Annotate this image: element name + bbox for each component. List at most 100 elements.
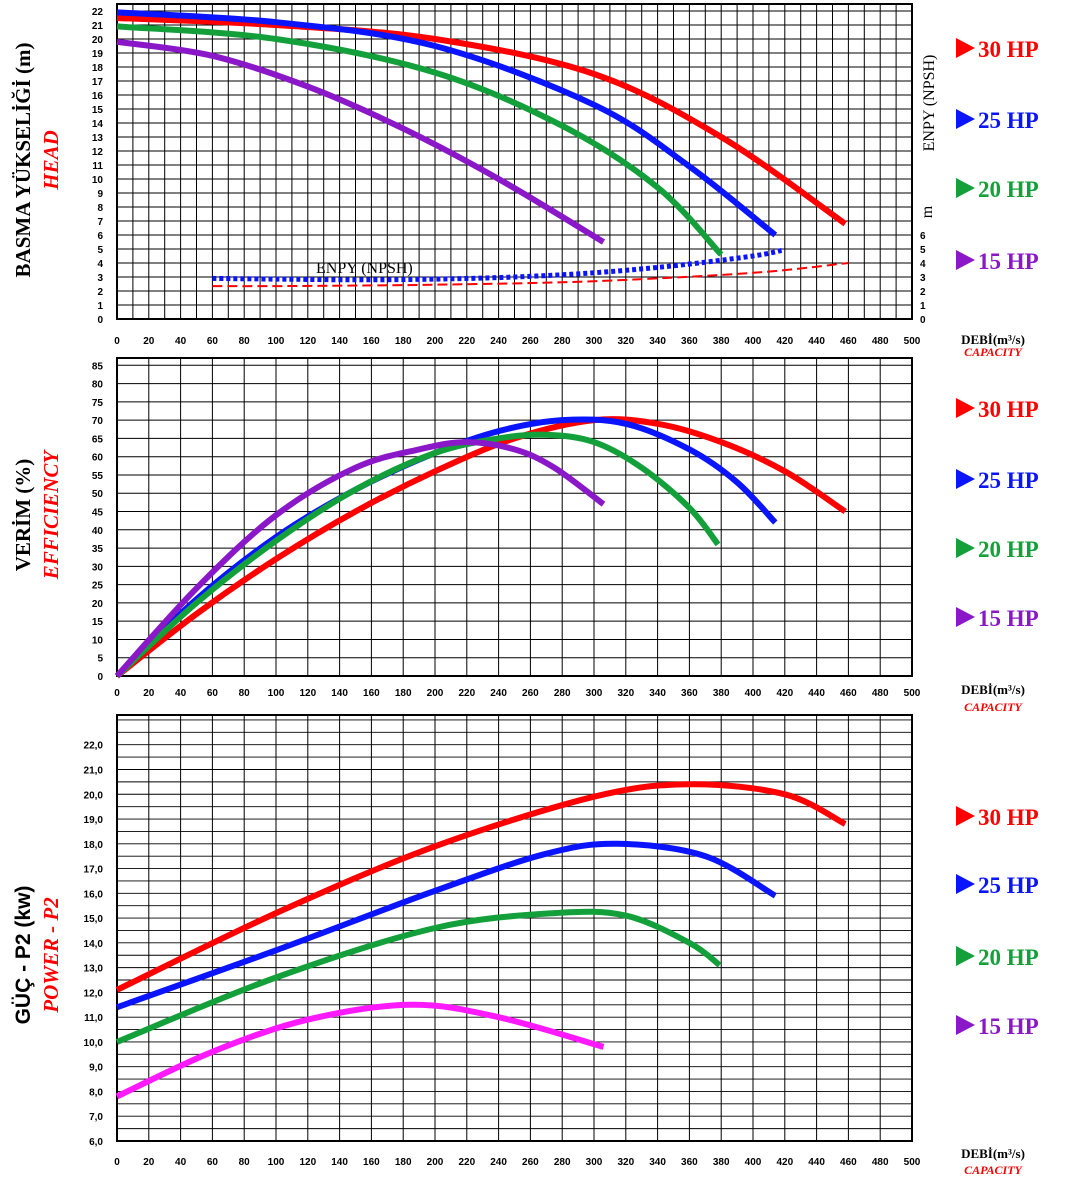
x-tick-label: 220 (458, 688, 475, 699)
x-tick-label: 400 (745, 688, 762, 699)
npsh-curve-25hp (212, 247, 783, 283)
x-tick-label: 300 (586, 1157, 603, 1168)
y-tick-label: 20,0 (84, 790, 104, 801)
x-tick-label: 360 (681, 1157, 698, 1168)
y-tick-labels: 0 5 10 15 20 25 30 35 40 45 50 55 60 65 70 75 80 85 (92, 361, 104, 683)
y-tick-label: 15,0 (84, 914, 104, 925)
x-tick-label: 300 (586, 688, 603, 699)
efficiency-axis-title: VERİM (%) EFFICIENCY (11, 449, 63, 581)
y-tick-label: 10 (92, 635, 104, 646)
y-tick-label: 21,0 (84, 765, 104, 776)
y-tick-label: 8 (97, 203, 103, 214)
curve-25hp (114, 416, 778, 679)
y-tick-label: 0 (97, 315, 103, 326)
x-tick-label: 160 (363, 336, 380, 347)
x-tick-label: 460 (840, 336, 857, 347)
x-tick-label: 480 (872, 688, 889, 699)
x-tick-label: 0 (114, 336, 120, 347)
y-tick-label: 3 (97, 273, 103, 284)
y-tick-label: 6,0 (89, 1137, 103, 1148)
y-tick-label: 7 (97, 217, 103, 228)
x-tick-label: 20 (143, 336, 155, 347)
x-axis-title: DEBİ(m³/s) (961, 332, 1025, 347)
x-tick-label: 200 (427, 688, 444, 699)
legend-item: 15 HP (956, 606, 1039, 631)
curve-15hp (114, 439, 606, 679)
x-tick-label: 100 (268, 688, 285, 699)
x-tick-label: 240 (490, 336, 507, 347)
legend-label: 25 HP (978, 468, 1039, 493)
efficiency-ylabel: VERİM (%) (11, 459, 35, 572)
legend-label: 15 HP (978, 1014, 1039, 1039)
y-tick-label: 18 (92, 63, 104, 74)
x-tick-label: 40 (175, 336, 187, 347)
npsh-tick-label: 3 (920, 273, 926, 284)
curve-15hp (116, 38, 606, 245)
y-tick-label: 15 (92, 617, 104, 628)
legend-marker-icon (956, 109, 975, 129)
x-tick-label: 80 (239, 336, 251, 347)
y-tick-label: 17 (92, 77, 104, 88)
x-axis-title-en: CAPACITY (964, 1163, 1023, 1177)
x-tick-label: 160 (363, 688, 380, 699)
x-tick-label: 380 (713, 336, 730, 347)
y-tick-label: 11 (92, 161, 103, 172)
npsh-axis-unit: m (919, 205, 936, 218)
legend-label: 20 HP (978, 537, 1039, 562)
y-tick-label: 45 (92, 508, 104, 519)
y-tick-label: 5 (97, 654, 103, 665)
x-tick-label: 300 (586, 336, 603, 347)
x-tick-label: 420 (776, 1157, 793, 1168)
y-tick-label: 25 (92, 581, 104, 592)
x-tick-label: 20 (143, 688, 155, 699)
y-tick-label: 5 (97, 245, 103, 256)
x-tick-label: 200 (427, 1157, 444, 1168)
power-ylabel-en: POWER - P2 (39, 897, 63, 1014)
x-tick-label: 280 (554, 336, 571, 347)
x-tick-label: 40 (175, 1157, 187, 1168)
x-tick-label: 340 (649, 336, 666, 347)
legend-item: 15 HP (956, 249, 1039, 274)
grid (116, 715, 913, 1142)
head-axis-title: BASMA YÜKSELİĞİ (m) HEAD (11, 43, 63, 278)
x-tick-label: 200 (427, 336, 444, 347)
efficiency-chart: 0 20 40 60 80 100 120 140 160 180 200 220 240 260 280 3… (92, 357, 1025, 714)
x-tick-label: 40 (175, 688, 187, 699)
efficiency-ylabel-en: EFFICIENCY (39, 449, 63, 581)
legend-label: 25 HP (978, 108, 1039, 133)
legend-marker-icon (956, 1015, 975, 1035)
y-tick-label: 80 (92, 380, 104, 391)
curve-25hp (115, 840, 777, 1011)
x-tick-label: 460 (840, 688, 857, 699)
npsh-tick-label: 5 (920, 245, 926, 256)
x-tick-label: 360 (681, 336, 698, 347)
x-tick-label: 500 (904, 1157, 921, 1168)
x-tick-label: 80 (239, 688, 251, 699)
legend-marker-icon (956, 398, 975, 418)
y-tick-label: 8,0 (89, 1087, 103, 1098)
legend-marker-icon (956, 874, 975, 894)
x-axis-title-en: CAPACITY (964, 345, 1023, 359)
y-tick-label: 4 (97, 259, 103, 270)
x-tick-label: 120 (299, 688, 316, 699)
npsh-tick-label: 4 (920, 259, 926, 270)
npsh-curve-30hp (212, 262, 849, 288)
efficiency-legend: 30 HP 25 HP 20 HP 15 HP (956, 397, 1039, 631)
y-tick-label: 14 (92, 119, 104, 130)
legend-item: 20 HP (956, 177, 1039, 202)
x-tick-label: 80 (239, 1157, 251, 1168)
y-tick-label: 13 (92, 133, 104, 144)
legend-label: 30 HP (978, 37, 1039, 62)
legend-item: 20 HP (956, 945, 1039, 970)
y-tick-label: 20 (92, 35, 104, 46)
y-tick-label: 1 (97, 301, 103, 312)
x-axis-title: DEBİ(m³/s) (961, 682, 1025, 697)
legend-item: 25 HP (956, 468, 1039, 493)
curve-30hp (115, 781, 847, 993)
curve-30hp (116, 15, 847, 227)
x-tick-label: 260 (522, 336, 539, 347)
x-tick-label: 420 (776, 336, 793, 347)
x-tick-label: 220 (458, 336, 475, 347)
x-tick-label: 180 (395, 336, 412, 347)
